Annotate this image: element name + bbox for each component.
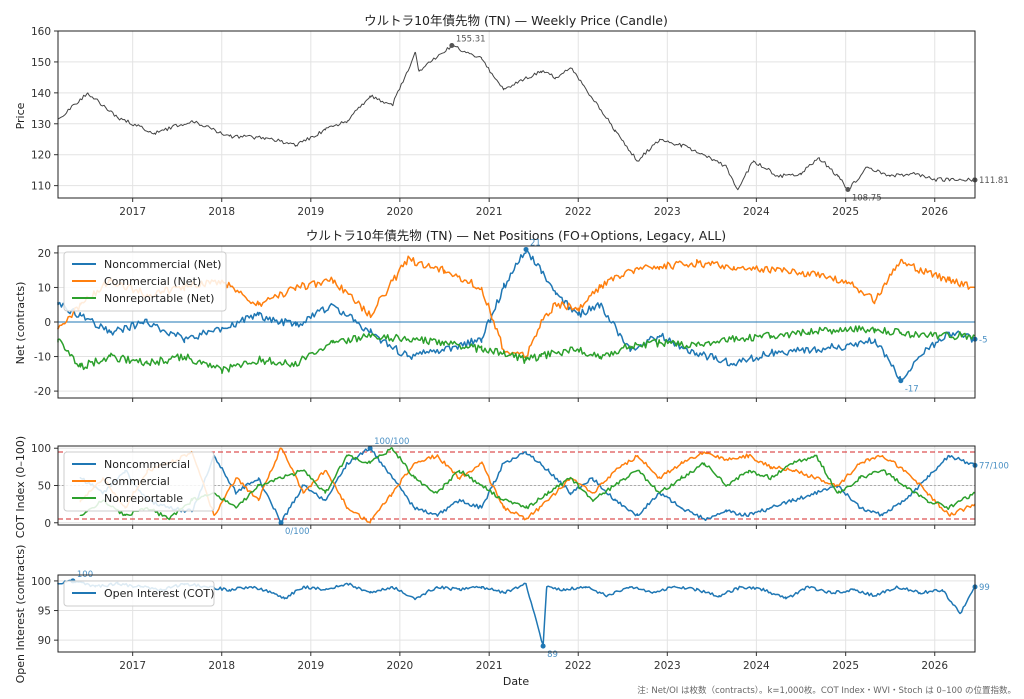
x-tick-label: 2025 [832, 206, 859, 218]
annotation-marker [523, 246, 529, 252]
open-interest-y-axis-label: Open Interest (contracts) [14, 545, 27, 684]
x-tick-label: 2020 [386, 206, 413, 218]
plot-frame [57, 445, 976, 526]
x-tick-label: 2019 [297, 206, 324, 218]
net-positions-y-axis-label: Net (contracts) [14, 282, 27, 365]
legend-entry: Commercial (Net) [104, 275, 201, 288]
x-tick-label: 2022 [565, 206, 592, 218]
y-tick-label: 10 [38, 282, 51, 294]
annotation-marker [845, 186, 851, 192]
y-tick-label: 90 [38, 635, 51, 647]
x-tick-label: 2023 [654, 206, 681, 218]
y-tick-label: -10 [34, 352, 51, 364]
legend-entry: Noncommercial (Net) [104, 258, 221, 271]
series-line-0 [57, 43, 976, 191]
price-y-axis-label: Price [14, 102, 27, 129]
annotation-label: 100/100 [374, 437, 409, 447]
annotation-label: 89 [547, 650, 558, 660]
plot-area [58, 31, 975, 198]
legend-entry: Nonreportable [104, 492, 183, 505]
x-tick-label: 2017 [119, 206, 146, 218]
x-tick-label: 2021 [476, 660, 503, 672]
x-tick-label: 2018 [208, 206, 235, 218]
annotation-marker [540, 643, 546, 649]
annotation-label: 0/100 [285, 527, 310, 537]
y-tick-label: 160 [31, 26, 51, 38]
net-positions-chart-title: ウルトラ10年債先物 (TN) — Net Positions (FO+Opti… [306, 228, 726, 243]
plot-frame [57, 245, 976, 399]
legend-entry: Commercial [104, 475, 170, 488]
x-tick-label: 2017 [119, 660, 146, 672]
annotation-label: 99 [979, 583, 990, 593]
x-tick-label: 2024 [743, 206, 770, 218]
annotation-marker [449, 43, 455, 49]
annotation-marker [367, 445, 373, 451]
legend-entry: Noncommercial [104, 458, 190, 471]
x-tick-label: 2019 [297, 660, 324, 672]
x-tick-label: 2024 [743, 660, 770, 672]
series-line-2 [79, 447, 976, 521]
annotation-label: 21 [530, 238, 541, 248]
annotation-label: 155.31 [456, 35, 486, 45]
x-tick-label: 2026 [921, 660, 948, 672]
y-tick-label: 100 [31, 443, 51, 455]
cot-index-panel: COT Index (0–100) 0 50 100 100/100 0/100 77/1… [14, 436, 1009, 538]
annotation-label: -17 [905, 385, 919, 395]
x-tick-label: 2023 [654, 660, 681, 672]
net-positions-panel: ウルトラ10年債先物 (TN) — Net Positions (FO+Opti… [14, 228, 987, 402]
annotation-label: -5 [979, 335, 987, 345]
annotation-label: 111.81 [979, 176, 1009, 186]
legend-entry: Open Interest (COT) [104, 587, 214, 600]
x-tick-label: 2022 [565, 660, 592, 672]
x-tick-label: 2025 [832, 660, 859, 672]
footnote: 注: Net/OI は枚数（contracts）。k=1,000枚。COT In… [637, 685, 1016, 696]
series-line-2 [57, 325, 976, 375]
y-tick-label: 0 [44, 317, 51, 329]
series-line-0 [57, 248, 976, 382]
legend-box [63, 451, 215, 512]
open-interest-panel: Open Interest (contracts) Date 909510010… [14, 545, 990, 688]
x-tick-label: 2018 [208, 660, 235, 672]
price-chart-title: ウルトラ10年債先物 (TN) — Weekly Price (Candle) [364, 13, 668, 28]
y-tick-label: 100 [31, 576, 51, 588]
y-tick-label: 110 [31, 181, 51, 193]
y-tick-label: 95 [38, 606, 51, 618]
y-tick-label: 0 [44, 518, 51, 530]
legend-box [63, 580, 215, 607]
y-tick-label: 130 [31, 119, 51, 131]
series-line-0 [79, 447, 976, 524]
series-line-1 [79, 447, 976, 524]
plot-frame [57, 574, 976, 653]
annotation-label: 77/100 [979, 461, 1009, 471]
y-tick-label: 150 [31, 57, 51, 69]
legend-entry: Nonreportable (Net) [104, 292, 214, 305]
y-tick-label: -20 [34, 386, 51, 398]
annotation-marker [278, 520, 284, 526]
x-tick-label: 2021 [476, 206, 503, 218]
y-tick-label: 120 [31, 150, 51, 162]
y-tick-label: 140 [31, 88, 51, 100]
price-panel: ウルトラ10年債先物 (TN) — Weekly Price (Candle) … [14, 13, 1009, 218]
x-tick-label: 2020 [386, 660, 413, 672]
x-tick-label: 2026 [921, 206, 948, 218]
legend-box [63, 251, 227, 312]
annotation-marker [898, 378, 904, 384]
x-axis-label: Date [503, 675, 530, 688]
y-tick-label: 20 [38, 248, 51, 260]
cot-index-y-axis-label: COT Index (0–100) [14, 436, 27, 538]
y-tick-label: 50 [38, 481, 51, 493]
plot-frame [57, 30, 976, 199]
